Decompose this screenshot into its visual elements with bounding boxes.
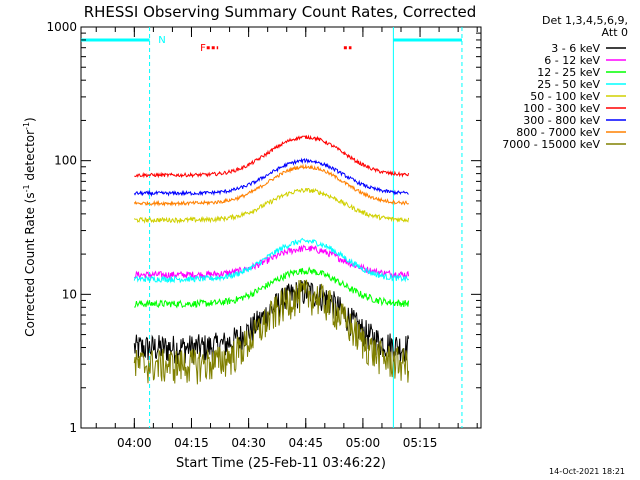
series-line-3 [133,237,409,284]
series-line-1 [133,244,410,280]
legend-label: 3 - 6 keV [551,42,600,55]
legend-label: 800 - 7000 keV [516,126,600,139]
x-tick-label: 05:00 [346,436,381,450]
timestamp: 14-Oct-2021 18:21 [549,467,625,476]
series-line-7 [133,163,409,207]
series-line-2 [134,266,410,309]
x-tick-label: 04:00 [117,436,152,450]
legend-header-line-2: Att 0 [602,26,628,39]
y-tick-label: 100 [54,154,77,168]
legend-label: 100 - 300 keV [523,102,600,115]
series-lines [133,134,410,385]
y-tick-label: 1000 [46,20,77,34]
x-tick-label: 04:15 [174,436,209,450]
y-axis-label: Corrected Count Rate (s-1 detector-1) [22,117,37,336]
legend-header-line-1: Det 1,3,4,5,6,9, [542,14,628,27]
series-line-4 [133,187,410,224]
x-axis-ticks: 04:00 04:15 04:30 04:45 05:00 05:15 [95,27,478,450]
annotation-flare: F [200,43,206,54]
chart-title: RHESSI Observing Summary Count Rates, Co… [84,3,477,21]
y-tick-label: 10 [62,287,77,301]
legend-label: 7000 - 15000 keV [502,138,600,151]
y-axis-ticks: 1 10 100 1000 [46,20,481,435]
x-tick-label: 05:15 [403,436,438,450]
plot-frame [80,26,482,429]
y-tick-label: 1 [69,421,77,435]
series-line-8 [133,279,410,385]
series-line-0 [133,280,410,365]
x-tick-label: 04:30 [231,436,266,450]
series-line-6 [133,157,409,198]
legend-label: 6 - 12 keV [544,54,600,67]
x-axis-label: Start Time (25-Feb-11 03:46:22) [176,456,386,471]
legend-label: 50 - 100 keV [530,90,600,103]
legend-label: 12 - 25 keV [537,66,600,79]
annotation-night: N [158,35,165,46]
series-line-5 [134,134,410,179]
plot-area [80,26,482,429]
legend-label: 300 - 800 keV [523,114,600,127]
x-tick-label: 04:45 [288,436,323,450]
legend-label: 25 - 50 keV [537,78,600,91]
